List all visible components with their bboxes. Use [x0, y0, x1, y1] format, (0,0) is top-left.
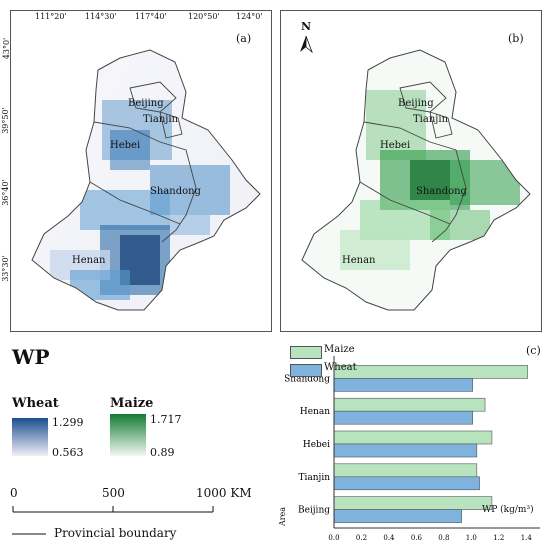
label-beijing-b: Beijing	[398, 98, 434, 109]
provincial-boundaries-b	[359, 81, 467, 243]
x-tick-1.0: 1.0	[466, 534, 477, 542]
panel-a-frame: (a) 111°20' 114°30' 117°40' 120°50' 124°…	[1, 10, 272, 332]
boundary-line-icon	[12, 533, 46, 535]
x-tick-0.2: 0.2	[356, 534, 367, 542]
bar-maize-tianjin	[333, 463, 478, 478]
maize-legend-max: 1.717	[150, 413, 182, 426]
chart-panel-label: (c)	[526, 344, 541, 357]
panel-b-label: (b)	[508, 32, 524, 45]
bar-wheat-shandong	[333, 378, 474, 392]
x-tick-0.4: 0.4	[383, 534, 395, 542]
legend-title: WP	[12, 345, 50, 369]
legend-label-maize: Maize	[324, 344, 355, 355]
category-label-henan: Henan	[300, 407, 330, 417]
panel-b-frame: N (b) Beijing Tianjin Hebei Shandong Hen…	[280, 10, 542, 332]
label-beijing-a: Beijing	[128, 98, 164, 109]
bar-maize-shandong	[333, 365, 528, 379]
category-label-tianjin: Tianjin	[298, 473, 330, 483]
chart-ylabel: Area	[278, 506, 288, 527]
legend-label-wheat: Wheat	[324, 362, 357, 373]
wheat-legend-max: 1.299	[52, 416, 84, 429]
bar-maize-hebei	[333, 430, 493, 445]
x-tick-0.8: 0.8	[438, 534, 449, 542]
scale-bar	[12, 506, 214, 513]
lon-tick-2: 114°30'	[85, 12, 117, 21]
wheat-color-ramp	[12, 418, 48, 456]
lon-tick-3: 117°40'	[135, 12, 167, 21]
label-shandong-b: Shandong	[416, 186, 467, 197]
bar-maize-henan	[333, 397, 486, 412]
maize-legend-label: Maize	[110, 396, 154, 411]
panel-a-label: (a)	[236, 32, 252, 45]
lat-tick-1: 43°0'	[2, 37, 12, 60]
scale-tick-1000: 1000 KM	[196, 486, 252, 500]
x-tick-1.4: 1.4	[521, 534, 533, 542]
lat-tick-2: 39°50'	[0, 107, 10, 134]
category-label-beijing: Beijing	[298, 506, 330, 516]
bar-wheat-henan	[333, 410, 474, 425]
lon-tick-1: 111°20'	[35, 12, 67, 21]
label-shandong-a: Shandong	[150, 186, 201, 197]
label-henan-a: Henan	[72, 255, 106, 266]
x-tick-0.6: 0.6	[411, 534, 423, 542]
lon-tick-4: 120°50'	[188, 12, 220, 21]
category-label-shandong: Shandong	[284, 374, 330, 384]
lat-tick-4: 33°30'	[0, 255, 10, 282]
chart-xlabel: WP (kg/m³)	[482, 505, 534, 515]
lon-tick-5: 124°0'	[236, 12, 263, 21]
wheat-legend-min: 0.563	[52, 446, 84, 459]
x-tick-0.0: 0.0	[328, 534, 339, 542]
lat-tick-3: 36°40'	[0, 179, 10, 206]
bar-maize-beijing	[333, 496, 493, 510]
wheat-legend-label: Wheat	[12, 396, 59, 411]
label-tianjin-b: Tianjin	[413, 114, 449, 125]
wheat-wp-raster	[50, 100, 230, 300]
label-tianjin-a: Tianjin	[143, 114, 179, 125]
scale-tick-0: 0	[10, 486, 18, 500]
legend-swatch-maize	[290, 346, 322, 359]
label-hebei-b: Hebei	[380, 140, 411, 151]
label-hebei-a: Hebei	[110, 140, 141, 151]
provincial-boundaries	[89, 81, 197, 243]
legend-swatch-wheat	[290, 364, 322, 377]
scale-tick-500: 500	[102, 486, 125, 500]
north-arrow-icon	[300, 35, 313, 54]
label-henan-b: Henan	[342, 255, 376, 266]
x-tick-1.2: 1.2	[493, 534, 504, 542]
wp-bar-chart: Shandong Henan Hebei Tianjin Beijing 0.0 0.2 0…	[284, 356, 540, 542]
maize-color-ramp	[110, 414, 146, 456]
maize-legend-min: 0.89	[150, 446, 175, 459]
bar-wheat-hebei	[333, 443, 478, 458]
boundary-legend-label: Provincial boundary	[54, 526, 177, 540]
category-label-hebei: Hebei	[303, 440, 330, 450]
north-label: N	[301, 20, 312, 33]
bar-wheat-beijing	[333, 509, 463, 523]
bar-wheat-tianjin	[333, 476, 480, 491]
